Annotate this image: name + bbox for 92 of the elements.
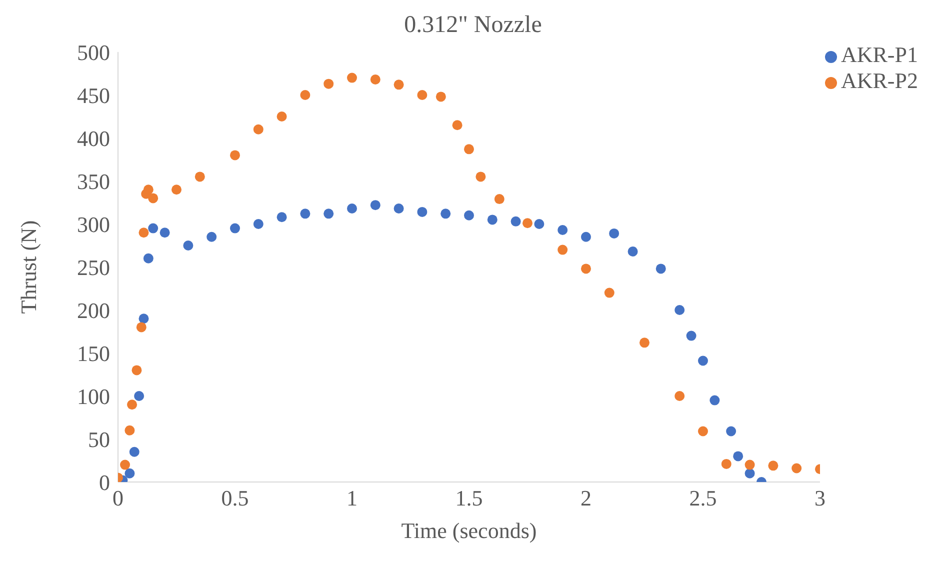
point xyxy=(698,426,708,436)
point xyxy=(230,150,240,160)
point xyxy=(580,232,591,242)
point xyxy=(522,218,532,228)
x-tick-label: 3 xyxy=(814,486,826,511)
point xyxy=(324,78,334,89)
point xyxy=(276,212,287,222)
point xyxy=(440,208,451,219)
point xyxy=(464,210,474,220)
point xyxy=(628,246,638,257)
point xyxy=(609,228,620,238)
point xyxy=(417,90,428,100)
y-tick-label: 500 xyxy=(77,40,110,65)
point xyxy=(656,264,666,274)
point xyxy=(138,314,149,324)
y-tick-label: 100 xyxy=(77,384,110,409)
y-tick-label: 300 xyxy=(77,212,110,237)
point xyxy=(721,458,732,469)
point xyxy=(394,80,404,90)
point xyxy=(300,90,310,100)
point xyxy=(558,244,568,255)
x-tick-label: 1.5 xyxy=(455,486,483,511)
point xyxy=(370,74,380,85)
point xyxy=(452,120,462,130)
point xyxy=(136,322,146,332)
point xyxy=(143,184,154,195)
point xyxy=(183,240,194,250)
legend-label: AKR-P1 xyxy=(840,42,918,67)
point xyxy=(129,446,140,457)
point xyxy=(558,225,568,236)
y-tick-label: 50 xyxy=(88,426,110,452)
point xyxy=(744,460,755,470)
y-axis-title: Thrust (N) xyxy=(16,220,41,314)
point xyxy=(148,193,158,204)
point xyxy=(124,468,135,478)
point xyxy=(124,425,135,436)
point xyxy=(300,208,310,219)
point xyxy=(733,451,744,462)
point xyxy=(346,204,357,214)
point xyxy=(686,330,696,341)
x-axis-title: Time (seconds) xyxy=(401,518,537,543)
point xyxy=(417,206,428,217)
point xyxy=(436,92,446,102)
point xyxy=(276,112,287,122)
y-tick-label: 0 xyxy=(99,470,110,495)
point xyxy=(464,144,474,154)
point xyxy=(324,208,334,219)
legend-label: AKR-P2 xyxy=(840,68,918,93)
point xyxy=(639,338,650,348)
point xyxy=(134,391,144,401)
point xyxy=(127,400,138,410)
point xyxy=(194,172,205,182)
point xyxy=(172,184,182,195)
point xyxy=(744,468,755,478)
point xyxy=(698,356,708,366)
x-tick-label: 2 xyxy=(580,486,592,511)
point xyxy=(230,223,240,234)
point xyxy=(138,228,149,238)
point xyxy=(132,365,142,376)
point xyxy=(534,219,544,229)
point xyxy=(206,232,217,242)
point xyxy=(510,216,521,226)
y-tick-label: 350 xyxy=(77,168,110,194)
point xyxy=(768,460,778,471)
y-tick-label: 200 xyxy=(77,298,110,323)
x-tick-label: 0.5 xyxy=(221,486,249,511)
point xyxy=(674,391,685,401)
point xyxy=(494,194,504,204)
point xyxy=(394,204,404,214)
chart-title: 0.312" Nozzle xyxy=(404,12,542,38)
point xyxy=(253,219,264,229)
point xyxy=(160,228,170,238)
point xyxy=(476,172,486,182)
point xyxy=(143,253,154,264)
point xyxy=(120,460,130,470)
point xyxy=(580,264,591,274)
point xyxy=(604,288,614,298)
x-tick-label: 1 xyxy=(346,486,358,511)
point xyxy=(710,395,720,406)
point xyxy=(346,72,357,83)
y-tick-label: 450 xyxy=(77,82,110,108)
y-tick-label: 250 xyxy=(77,254,110,280)
point xyxy=(148,223,158,234)
point xyxy=(726,426,736,436)
y-tick-label: 400 xyxy=(77,126,110,151)
point xyxy=(487,214,498,225)
point xyxy=(370,200,380,210)
point xyxy=(792,463,802,474)
x-tick-label: 2.5 xyxy=(689,486,717,511)
y-tick-label: 150 xyxy=(77,340,110,366)
point xyxy=(674,305,685,315)
point xyxy=(253,124,264,134)
